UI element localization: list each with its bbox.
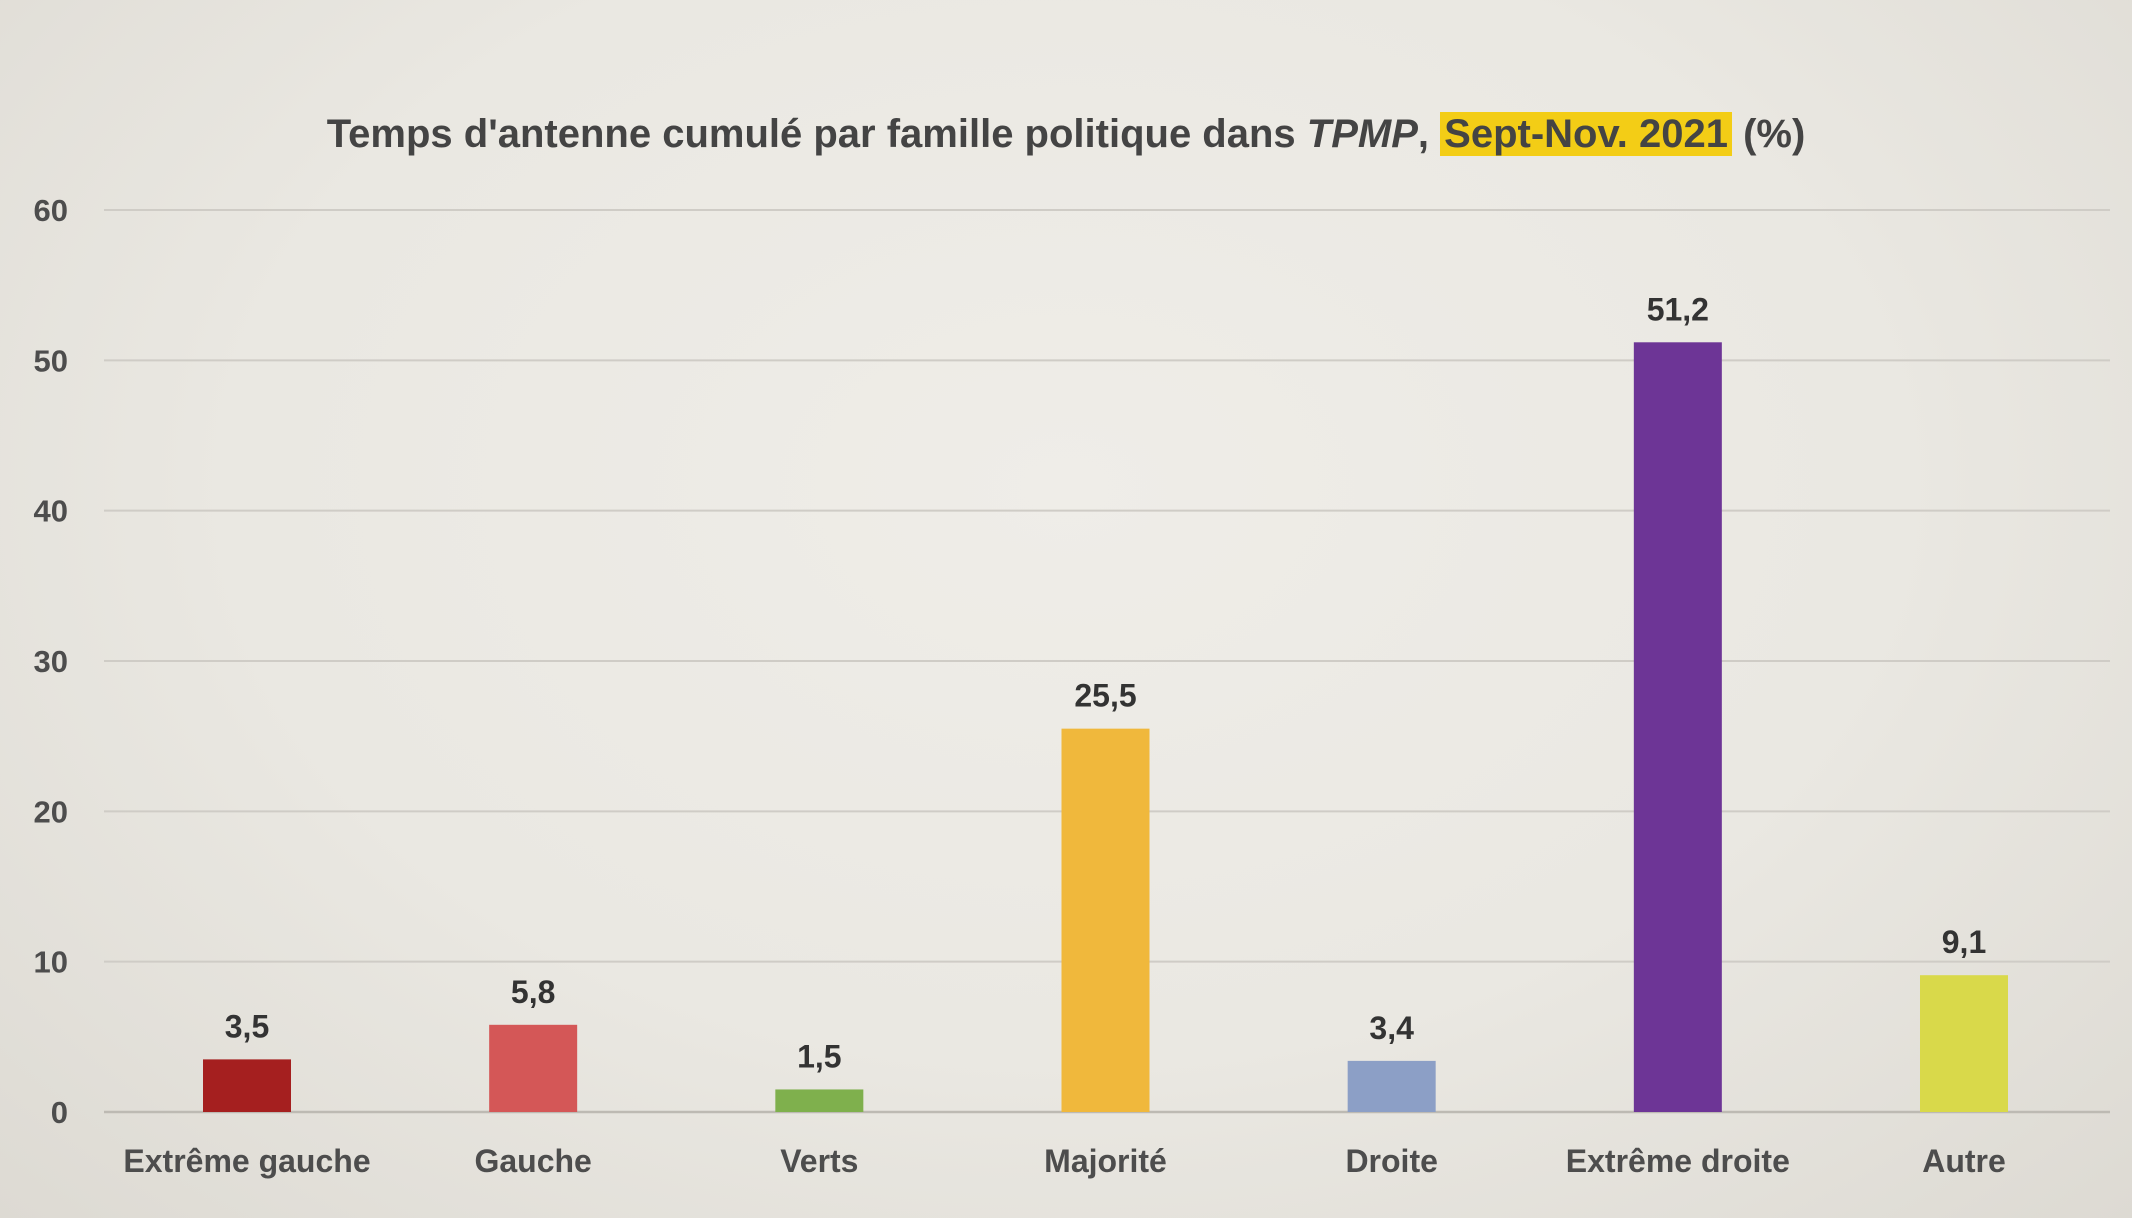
bar [1920, 975, 2008, 1112]
y-tick-label: 0 [51, 1095, 68, 1130]
x-tick-label: Droite [1345, 1143, 1437, 1179]
x-tick-label: Extrême gauche [123, 1143, 370, 1179]
y-tick-label: 20 [34, 794, 68, 829]
bar [1347, 1060, 1436, 1112]
data-labels: 3,5 5,8 1,5 25,5 3,4 51,2 9,1 [225, 291, 1986, 1074]
bar [489, 1024, 578, 1112]
title-prefix: Temps d'antenne cumulé par famille polit… [326, 112, 1307, 156]
bars [203, 342, 2008, 1112]
y-tick-label: 50 [34, 343, 68, 378]
y-tick-label: 30 [34, 644, 68, 679]
y-tick-label: 60 [34, 193, 68, 228]
bar [1061, 728, 1150, 1112]
x-tick-label: Verts [780, 1143, 858, 1179]
bar [775, 1089, 864, 1112]
x-tick-label: Extrême droite [1566, 1143, 1790, 1179]
chart-title: Temps d'antenne cumulé par famille polit… [0, 112, 2132, 157]
y-axis-ticks: 0 10 20 30 40 50 60 [34, 193, 68, 1130]
title-period-highlight: Sept-Nov. 2021 [1440, 112, 1732, 156]
data-label: 5,8 [511, 974, 555, 1010]
y-tick-label: 40 [34, 494, 68, 529]
title-separator: , [1417, 112, 1441, 156]
title-program: TPMP [1306, 112, 1418, 156]
x-axis-ticks: Extrême gauche Gauche Verts Majorité Droite E… [123, 1143, 2005, 1179]
data-label: 25,5 [1074, 678, 1136, 714]
bar [203, 1059, 291, 1112]
grid-lines [104, 209, 2110, 1114]
x-tick-label: Majorité [1044, 1143, 1167, 1179]
data-label: 3,4 [1369, 1010, 1414, 1046]
x-tick-label: Gauche [474, 1143, 591, 1179]
title-unit: (%) [1731, 112, 1806, 156]
data-label: 3,5 [225, 1008, 269, 1044]
data-label: 1,5 [797, 1038, 841, 1074]
x-tick-label: Autre [1922, 1143, 2006, 1179]
data-label: 9,1 [1942, 924, 1986, 960]
y-tick-label: 10 [34, 945, 68, 980]
bar [1633, 342, 1722, 1112]
data-label: 51,2 [1647, 291, 1709, 327]
